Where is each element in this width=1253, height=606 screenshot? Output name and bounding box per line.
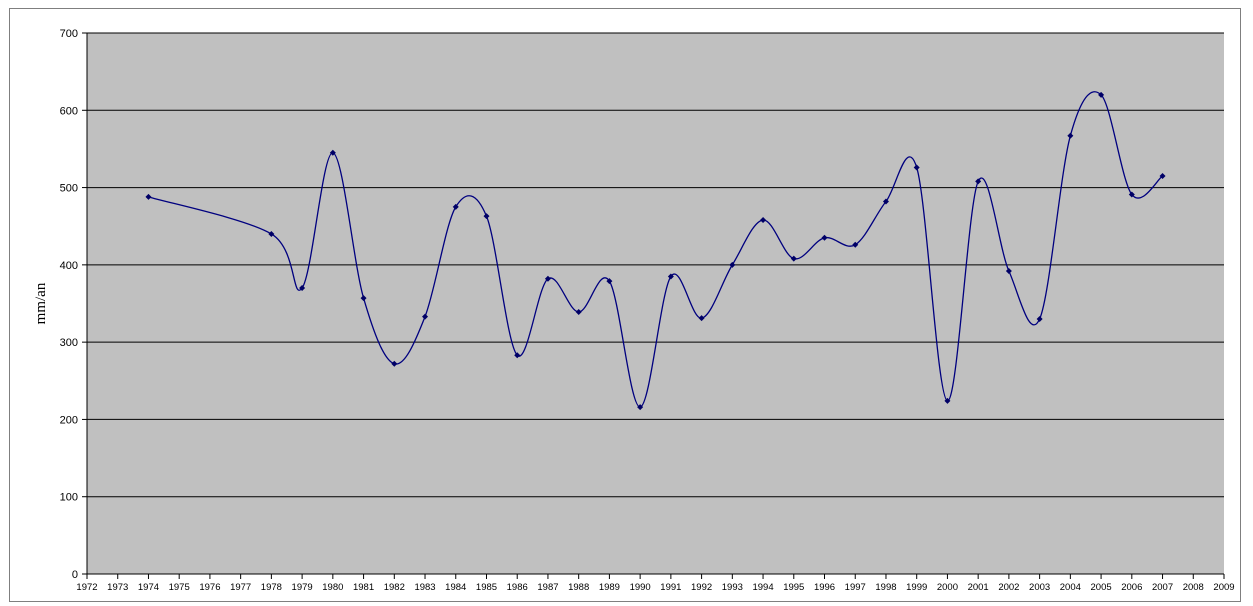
x-tick-label: 2002 [998, 582, 1019, 593]
x-tick-label: 1973 [107, 582, 128, 593]
data-point-marker [944, 397, 951, 404]
x-tick-label: 1979 [292, 582, 313, 593]
x-tick-label: 1982 [384, 582, 405, 593]
x-tick-label: 1988 [568, 582, 589, 593]
data-point-marker [483, 213, 490, 220]
data-point-marker [544, 275, 551, 282]
y-tick-label: 500 [60, 183, 78, 195]
x-tick-label: 1984 [445, 582, 466, 593]
y-tick-label: 300 [60, 337, 78, 349]
x-tick-label: 1980 [322, 582, 343, 593]
data-point-marker [882, 198, 889, 205]
data-point-marker [1067, 132, 1074, 139]
data-point-marker [821, 234, 828, 241]
x-tick-label: 2008 [1183, 582, 1204, 593]
x-tick-label: 1981 [353, 582, 374, 593]
x-tick-label: 1978 [261, 582, 282, 593]
data-point-marker [1098, 91, 1105, 98]
x-tick-label: 1983 [414, 582, 435, 593]
x-tick-label: 1975 [169, 582, 190, 593]
x-tick-label: 1989 [599, 582, 620, 593]
x-tick-label: 1993 [722, 582, 743, 593]
x-tick-label: 1985 [476, 582, 497, 593]
x-tick-label: 1999 [906, 582, 927, 593]
x-tick-label: 2009 [1213, 582, 1234, 593]
x-tick-label: 2003 [1029, 582, 1050, 593]
data-point-marker [268, 230, 275, 237]
data-point-marker [1128, 191, 1135, 198]
data-point-marker [852, 241, 859, 248]
x-tick-label: 2001 [968, 582, 989, 593]
x-tick-label: 1976 [199, 582, 220, 593]
y-tick-label: 600 [60, 105, 78, 117]
data-point-marker [1159, 172, 1166, 179]
x-tick-label: 2007 [1152, 582, 1173, 593]
y-tick-labels: 0 100 200 300 400 500 600 700 [60, 28, 78, 581]
x-tick-label: 1990 [630, 582, 651, 593]
data-point-marker [637, 404, 644, 411]
x-tick-label: 1996 [814, 582, 835, 593]
x-tick-label: 2000 [937, 582, 958, 593]
data-point-marker [329, 149, 336, 156]
x-tick-label: 1987 [537, 582, 558, 593]
data-point-marker [975, 178, 982, 185]
y-axis-title: mm/an [33, 282, 49, 324]
plot-area [87, 33, 1224, 574]
x-tick-label: 1998 [875, 582, 896, 593]
data-markers [145, 91, 1166, 411]
data-point-marker [698, 315, 705, 322]
data-point-marker [1036, 315, 1043, 322]
x-tick-label: 2005 [1091, 582, 1112, 593]
x-tick-label: 1991 [660, 582, 681, 593]
x-tick-labels: 1972 1973 1974 1975 1976 1977 1978 1979 1980 1981… [76, 582, 1234, 593]
data-point-marker [575, 309, 582, 316]
x-tick-label: 1994 [752, 582, 773, 593]
x-tick-label: 2006 [1121, 582, 1142, 593]
data-point-marker [913, 164, 920, 171]
x-tick-label: 1995 [783, 582, 804, 593]
data-point-marker [514, 352, 521, 359]
x-tick-label: 1992 [691, 582, 712, 593]
data-point-marker [760, 217, 767, 224]
y-tick-label: 400 [60, 260, 78, 272]
data-point-marker [452, 203, 459, 210]
data-point-marker [145, 193, 152, 200]
y-tick-label: 100 [60, 492, 78, 504]
data-point-marker [299, 285, 306, 292]
x-tick-label: 1977 [230, 582, 251, 593]
y-tick-label: 200 [60, 414, 78, 426]
x-tick-label: 1972 [76, 582, 97, 593]
data-point-marker [422, 313, 429, 320]
data-point-marker [667, 273, 674, 280]
data-point-marker [360, 295, 367, 302]
x-tick-label: 1997 [845, 582, 866, 593]
data-point-marker [790, 255, 797, 262]
data-point-marker [729, 261, 736, 268]
x-tick-label: 2004 [1060, 582, 1081, 593]
y-tick-label: 0 [72, 569, 78, 581]
x-tick-label: 1986 [507, 582, 528, 593]
gridlines [82, 32, 1224, 575]
data-point-marker [1005, 268, 1012, 275]
data-point-marker [391, 360, 398, 367]
axes [86, 33, 1225, 579]
data-point-marker [606, 278, 613, 285]
x-tick-label: 1974 [138, 582, 159, 593]
y-tick-label: 700 [60, 28, 78, 40]
